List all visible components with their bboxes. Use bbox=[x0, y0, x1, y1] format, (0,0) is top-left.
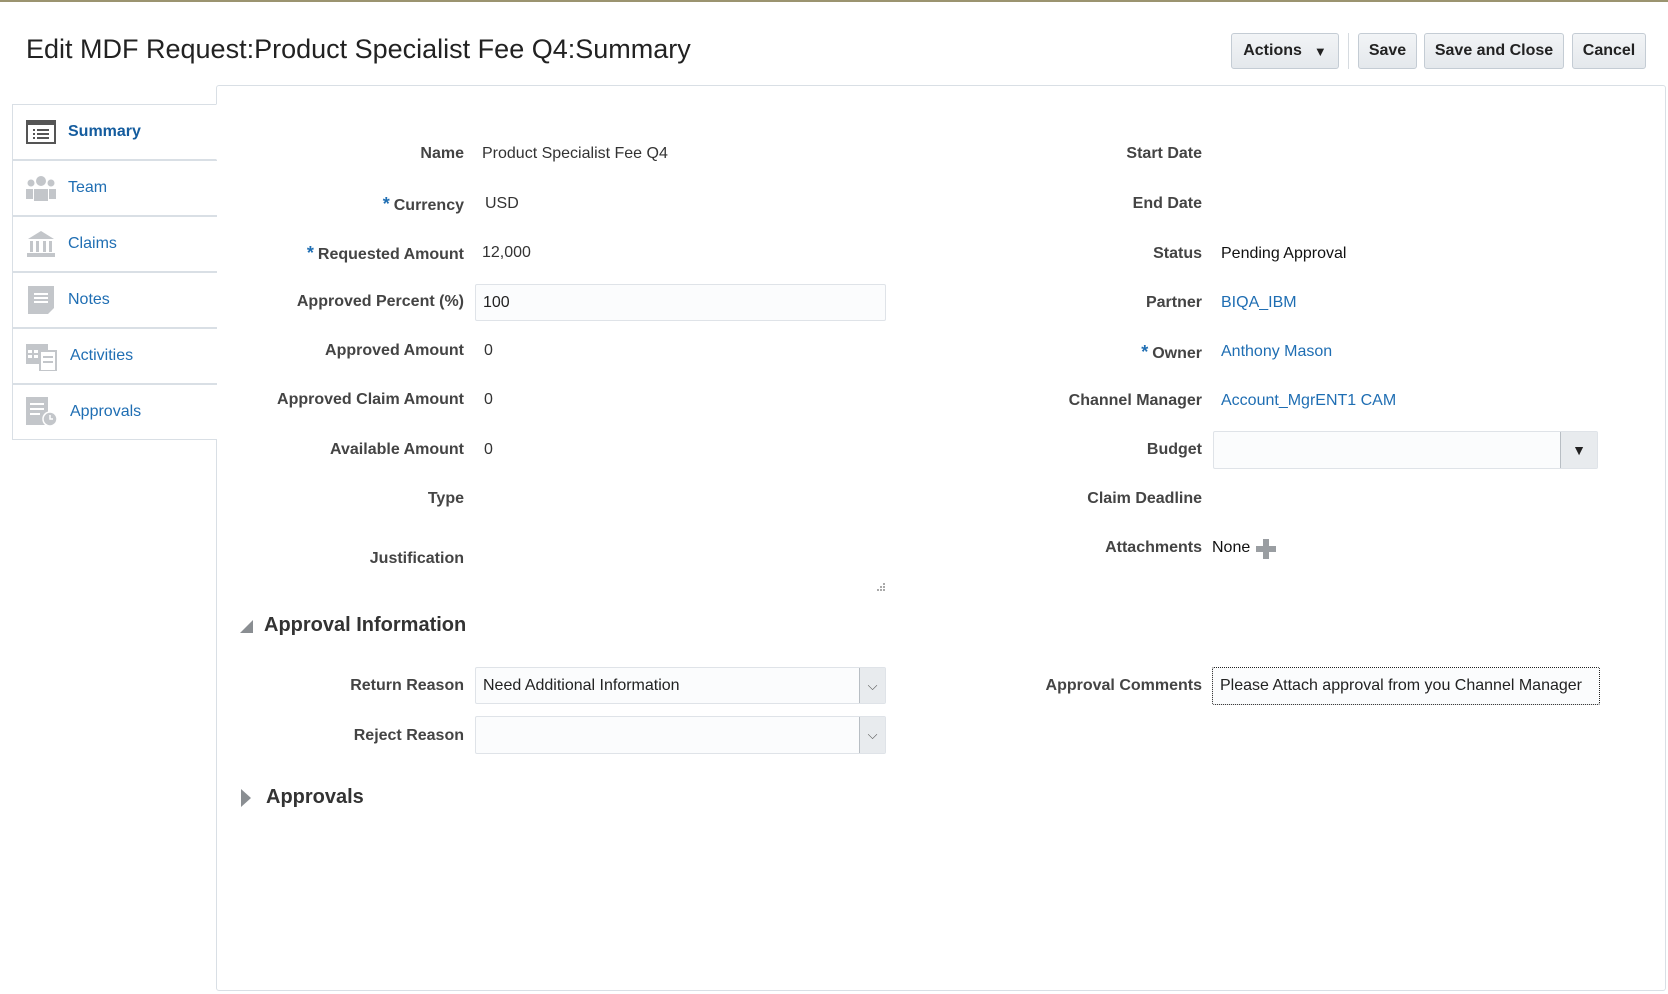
save-and-close-button[interactable]: Save and Close bbox=[1424, 33, 1564, 69]
return-reason-select[interactable]: Need Additional Information ⌵ bbox=[475, 667, 886, 704]
team-icon bbox=[26, 176, 56, 201]
sidebar-item-label: Approvals bbox=[70, 403, 142, 420]
budget-label: Budget bbox=[1146, 441, 1202, 458]
toolbar-separator bbox=[1348, 33, 1349, 69]
required-icon: * bbox=[382, 194, 390, 214]
sidebar-item-approvals[interactable]: Approvals bbox=[12, 384, 217, 440]
top-border bbox=[0, 0, 1668, 2]
caret-down-icon: ▼ bbox=[1313, 43, 1327, 59]
required-icon: * bbox=[306, 243, 314, 263]
justification-label: Justification bbox=[369, 550, 464, 567]
cancel-button[interactable]: Cancel bbox=[1572, 33, 1646, 69]
chevron-down-icon[interactable]: ⌵ bbox=[859, 668, 885, 703]
requested-amount-value: 12,000 bbox=[482, 244, 531, 261]
partner-label: Partner bbox=[1145, 294, 1202, 311]
approved-percent-label: Approved Percent (%) bbox=[296, 293, 464, 310]
sidebar-item-claims[interactable]: Claims bbox=[12, 216, 217, 272]
type-label: Type bbox=[427, 490, 464, 507]
reject-reason-select[interactable]: ⌵ bbox=[475, 716, 886, 754]
expand-triangle-icon bbox=[241, 788, 251, 807]
return-reason-value: Need Additional Information bbox=[483, 676, 680, 694]
sidebar-item-label: Team bbox=[68, 179, 108, 196]
channel-manager-label: Channel Manager bbox=[1068, 392, 1202, 409]
sidebar-item-label: Summary bbox=[68, 123, 141, 140]
list-icon bbox=[26, 120, 56, 144]
end-date-label: End Date bbox=[1132, 195, 1202, 212]
budget-select[interactable]: ▼ bbox=[1213, 431, 1598, 469]
attachments-value: None bbox=[1212, 539, 1251, 556]
reject-reason-label: Reject Reason bbox=[353, 727, 464, 744]
required-icon: * bbox=[1141, 342, 1149, 362]
sidebar-item-summary[interactable]: Summary bbox=[12, 104, 217, 160]
sidebar-item-team[interactable]: Team bbox=[12, 160, 217, 216]
save-button[interactable]: Save bbox=[1358, 33, 1417, 69]
attachments-label: Attachments bbox=[1105, 539, 1202, 556]
currency-value: USD bbox=[485, 195, 519, 212]
name-value: Product Specialist Fee Q4 bbox=[482, 145, 668, 162]
sidebar-item-label: Activities bbox=[70, 347, 134, 364]
owner-label: * Owner bbox=[1141, 342, 1202, 363]
available-amount-label: Available Amount bbox=[330, 441, 464, 458]
chevron-down-icon[interactable]: ⌵ bbox=[859, 717, 885, 753]
collapse-triangle-icon bbox=[240, 619, 253, 633]
status-label: Status bbox=[1153, 245, 1202, 262]
content-panel bbox=[216, 85, 1666, 991]
channel-manager-link[interactable]: Account_MgrENT1 CAM bbox=[1221, 392, 1397, 409]
approval-comments-label: Approval Comments bbox=[1045, 677, 1202, 694]
requested-amount-label-text: Requested Amount bbox=[317, 246, 464, 263]
add-attachment-icon[interactable] bbox=[1256, 539, 1276, 559]
approvals-icon bbox=[26, 397, 58, 427]
approved-percent-input[interactable]: 100 bbox=[475, 284, 886, 321]
actions-button[interactable]: Actions ▼ bbox=[1231, 33, 1339, 69]
claim-deadline-label: Claim Deadline bbox=[1087, 490, 1202, 507]
approved-amount-label: Approved Amount bbox=[325, 342, 464, 359]
status-value: Pending Approval bbox=[1221, 245, 1347, 262]
approval-comments-input[interactable]: Please Attach approval from you Channel … bbox=[1212, 667, 1600, 705]
approved-claim-amount-value: 0 bbox=[484, 391, 493, 408]
sidebar-item-label: Claims bbox=[68, 235, 117, 252]
calendar-icon bbox=[26, 344, 57, 371]
owner-label-text: Owner bbox=[1152, 345, 1202, 362]
approved-amount-value: 0 bbox=[484, 342, 493, 359]
page-title: Edit MDF Request:Product Specialist Fee … bbox=[26, 34, 691, 64]
return-reason-label: Return Reason bbox=[350, 677, 464, 694]
approvals-section-header[interactable]: Approvals bbox=[240, 786, 364, 809]
currency-label: * Currency bbox=[383, 194, 464, 215]
approval-information-section-header[interactable]: Approval Information bbox=[238, 614, 466, 637]
requested-amount-label: * Requested Amount bbox=[307, 243, 464, 264]
actions-label: Actions bbox=[1243, 42, 1302, 59]
note-icon bbox=[28, 286, 54, 314]
bank-icon bbox=[27, 231, 55, 257]
currency-label-text: Currency bbox=[393, 197, 464, 214]
sidebar-item-activities[interactable]: Activities bbox=[12, 328, 217, 384]
owner-link[interactable]: Anthony Mason bbox=[1221, 343, 1333, 360]
resize-grip-icon[interactable] bbox=[876, 582, 886, 592]
sidebar-item-notes[interactable]: Notes bbox=[12, 272, 217, 328]
partner-link[interactable]: BIQA_IBM bbox=[1221, 294, 1297, 311]
section-title: Approvals bbox=[266, 786, 364, 808]
justification-textarea[interactable] bbox=[475, 540, 886, 592]
available-amount-value: 0 bbox=[484, 441, 493, 458]
approved-claim-amount-label: Approved Claim Amount bbox=[277, 391, 464, 408]
sidebar-item-label: Notes bbox=[68, 291, 110, 308]
name-label: Name bbox=[420, 145, 464, 162]
start-date-label: Start Date bbox=[1126, 145, 1202, 162]
section-title: Approval Information bbox=[264, 614, 467, 636]
caret-down-icon[interactable]: ▼ bbox=[1560, 432, 1597, 468]
